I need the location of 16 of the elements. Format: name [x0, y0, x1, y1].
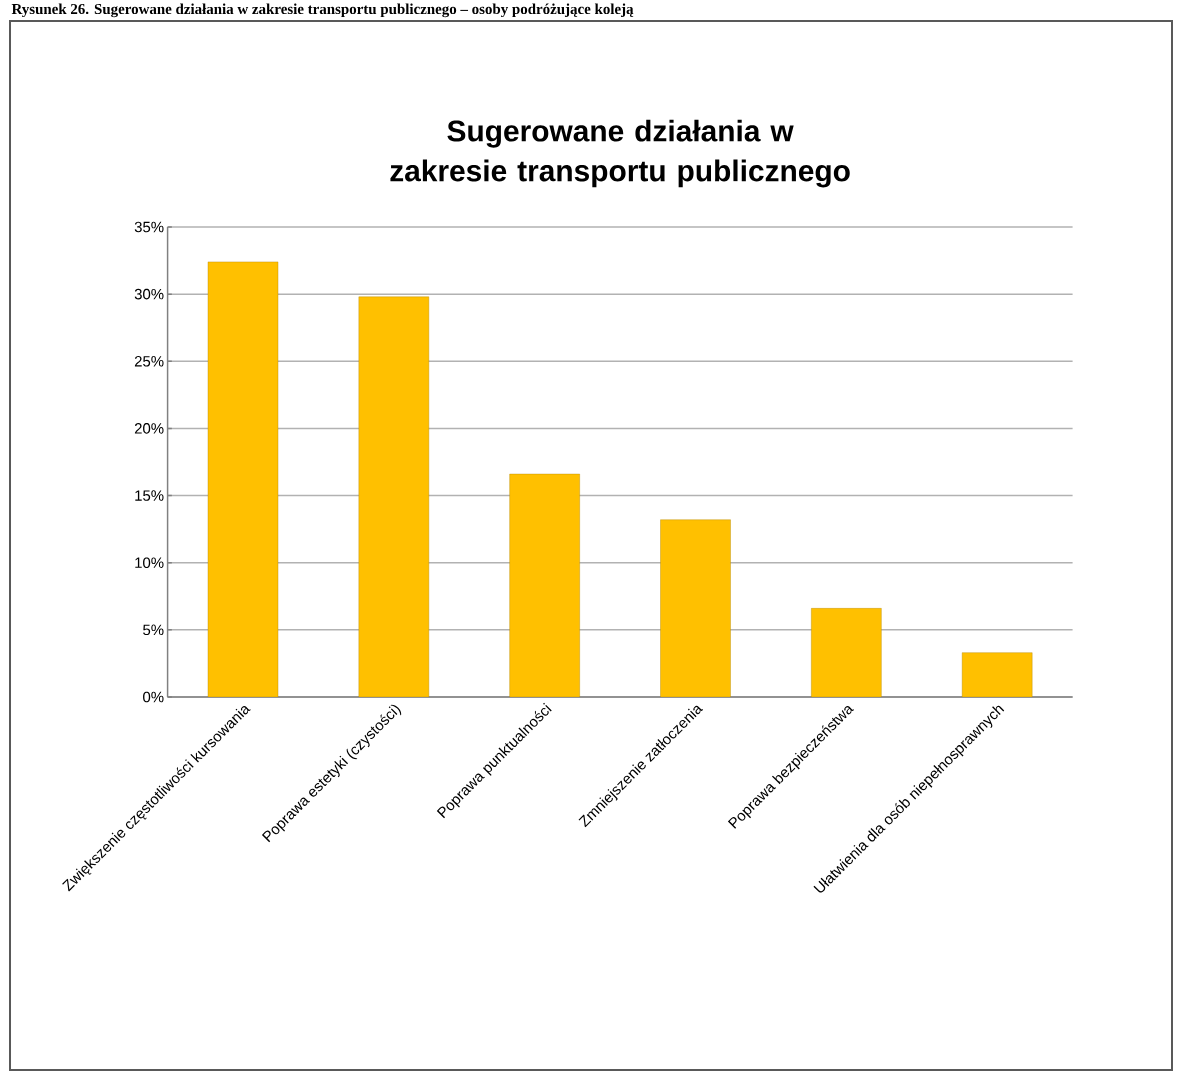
- bar: [207, 261, 279, 697]
- y-tick-label: 10%: [135, 557, 164, 568]
- bar: [811, 608, 882, 697]
- bar: [961, 652, 1033, 697]
- chart-title: Sugerowane działania w zakresie transportu publicznego: [390, 119, 850, 188]
- text: Rysunek 26. Sugerowane działania w zakresie transportu publicznego – osoby podróżujące koleją: [11, 3, 634, 18]
- y-tick-label: 25%: [134, 355, 164, 367]
- y-tick-label: 30%: [134, 288, 164, 300]
- y-tick-label: 5%: [143, 624, 164, 636]
- y-tick-label: 20%: [134, 423, 164, 434]
- bar: [660, 519, 731, 697]
- bar: [509, 473, 580, 697]
- bar: [358, 296, 430, 697]
- y-tick-label: 0%: [143, 691, 164, 703]
- y-tick-label: 15%: [135, 490, 164, 501]
- y-tick-label: 35%: [134, 221, 164, 233]
